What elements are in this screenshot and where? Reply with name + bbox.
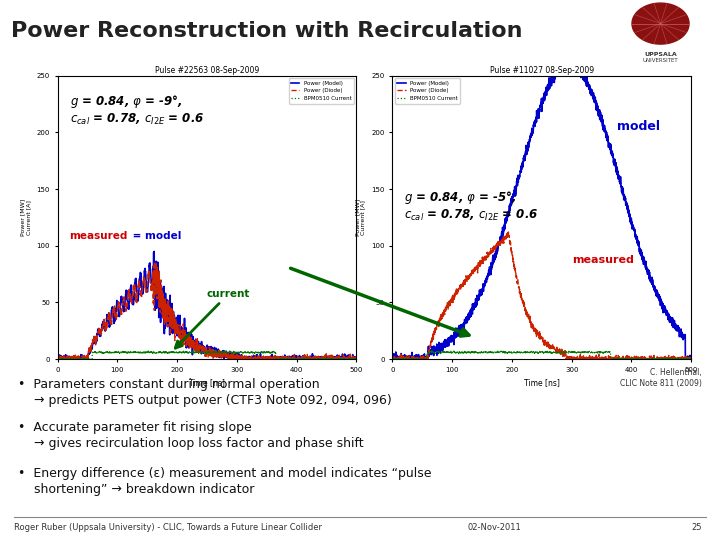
Text: 0.42: 0.42	[0, 539, 1, 540]
Text: Power Reconstruction with Recirculation: Power Reconstruction with Recirculation	[11, 21, 522, 41]
Power (Model)	[150, 248, 158, 255]
Power (Diode)	[388, 356, 397, 362]
Power (Model)	[191, 338, 199, 345]
Power (Diode)	[53, 355, 62, 362]
Power (Model)	[389, 356, 397, 362]
Power (Model)	[678, 333, 687, 340]
BPM0510 Current	[678, 356, 687, 362]
Power (Diode)	[54, 356, 63, 362]
Power (Diode)	[403, 356, 412, 362]
Power (Diode)	[150, 259, 159, 265]
BPM0510 Current	[199, 350, 207, 356]
Text: $g$ = 0.84, $\varphi$ = -5°,
$c_{cal}$ = 0.78, $c_{I2E}$ = 0.6: $g$ = 0.84, $\varphi$ = -5°, $c_{cal}$ =…	[405, 189, 539, 224]
Text: C. Hellenthal,
CLIC Note 811 (2009): C. Hellenthal, CLIC Note 811 (2009)	[620, 368, 702, 388]
Text: measured: measured	[572, 255, 634, 265]
Line: Power (Model): Power (Model)	[58, 252, 356, 359]
BPM0510 Current	[526, 349, 534, 355]
BPM0510 Current	[53, 356, 62, 362]
Power (Diode)	[343, 354, 352, 361]
Power (Diode)	[526, 318, 534, 325]
Text: = model: = model	[130, 231, 181, 241]
Text: 02-Nov-2011: 02-Nov-2011	[468, 523, 522, 532]
X-axis label: Time [ns]: Time [ns]	[189, 379, 225, 387]
Power (Diode)	[534, 332, 542, 339]
Power (Model)	[199, 342, 207, 349]
Power (Model)	[687, 356, 696, 362]
BPM0510 Current	[403, 356, 412, 362]
BPM0510 Current	[428, 348, 436, 354]
Power (Model)	[53, 355, 62, 361]
Text: measured: measured	[70, 231, 128, 241]
Power (Model)	[388, 355, 397, 362]
Power (Model)	[68, 356, 77, 362]
Power (Diode)	[191, 348, 199, 354]
BPM0510 Current	[343, 356, 352, 362]
Power (Model)	[624, 207, 632, 214]
Text: model: model	[616, 120, 660, 133]
BPM0510 Current	[687, 356, 696, 362]
BPM0510 Current	[191, 349, 199, 355]
Power (Diode)	[343, 356, 352, 362]
BPM0510 Current	[143, 348, 151, 354]
Y-axis label: Power [MW]
Current [A]: Power [MW] Current [A]	[355, 199, 366, 236]
BPM0510 Current	[624, 356, 632, 362]
Legend: Power (Model), Power (Diode), BPM0510 Current: Power (Model), Power (Diode), BPM0510 Cu…	[395, 78, 460, 104]
BPM0510 Current	[343, 356, 352, 362]
Polygon shape	[632, 3, 689, 44]
Power (Diode)	[678, 354, 687, 360]
Power (Diode)	[678, 356, 687, 362]
Title: Pulse #11027 08-Sep-2009: Pulse #11027 08-Sep-2009	[490, 66, 594, 75]
Text: $g$ = 0.84, $\varphi$ = -9°,
$c_{cal}$ = 0.78, $c_{I2E}$ = 0.6: $g$ = 0.84, $\varphi$ = -9°, $c_{cal}$ =…	[70, 93, 204, 127]
Power (Model)	[289, 356, 297, 362]
BPM0510 Current	[68, 355, 77, 362]
Line: Power (Diode): Power (Diode)	[392, 232, 691, 359]
Text: 25: 25	[691, 523, 702, 532]
Power (Model)	[534, 112, 542, 119]
Text: UPPSALA: UPPSALA	[644, 51, 677, 57]
Text: current: current	[175, 289, 251, 348]
Power (Diode)	[687, 356, 696, 362]
Legend: Power (Model), Power (Diode), BPM0510 Current: Power (Model), Power (Diode), BPM0510 Cu…	[289, 78, 354, 104]
Power (Model)	[678, 332, 687, 338]
Y-axis label: Power [MW]
Current [A]: Power [MW] Current [A]	[20, 199, 31, 236]
Text: UNIVERSITET: UNIVERSITET	[643, 58, 678, 63]
Power (Diode)	[624, 356, 632, 362]
BPM0510 Current	[289, 355, 297, 362]
Title: Pulse #22563 08-Sep-2009: Pulse #22563 08-Sep-2009	[155, 66, 259, 75]
Text: Roger Ruber (Uppsala University) - CLIC, Towards a Future Linear Collider: Roger Ruber (Uppsala University) - CLIC,…	[14, 523, 323, 532]
Power (Model)	[343, 356, 352, 362]
BPM0510 Current	[678, 356, 687, 362]
BPM0510 Current	[388, 356, 397, 362]
Text: •  Parameters constant during normal operation
    → predicts PETS output power : • Parameters constant during normal oper…	[18, 378, 392, 407]
Power (Diode)	[352, 354, 361, 361]
Line: Power (Diode): Power (Diode)	[58, 262, 356, 359]
Power (Diode)	[68, 356, 77, 362]
Power (Diode)	[504, 229, 513, 235]
Power (Model)	[403, 355, 412, 362]
Power (Diode)	[388, 353, 397, 360]
Power (Diode)	[199, 345, 207, 352]
Line: BPM0510 Current: BPM0510 Current	[58, 351, 356, 359]
X-axis label: Time [ns]: Time [ns]	[524, 379, 559, 387]
Power (Diode)	[289, 356, 297, 362]
Power (Model)	[561, 57, 570, 63]
Line: Power (Model): Power (Model)	[392, 60, 691, 359]
Text: •  Accurate parameter fit rising slope
    → gives recirculation loop loss facto: • Accurate parameter fit rising slope → …	[18, 421, 364, 450]
Power (Model)	[352, 356, 361, 362]
BPM0510 Current	[352, 356, 361, 362]
Power (Model)	[53, 356, 62, 362]
Line: BPM0510 Current: BPM0510 Current	[392, 351, 691, 359]
Text: •  Energy difference (ε) measurement and model indicates “pulse
    shortening” : • Energy difference (ε) measurement and …	[18, 467, 431, 496]
BPM0510 Current	[534, 350, 542, 356]
BPM0510 Current	[388, 355, 397, 362]
Power (Model)	[343, 356, 352, 362]
Power (Model)	[526, 133, 534, 139]
